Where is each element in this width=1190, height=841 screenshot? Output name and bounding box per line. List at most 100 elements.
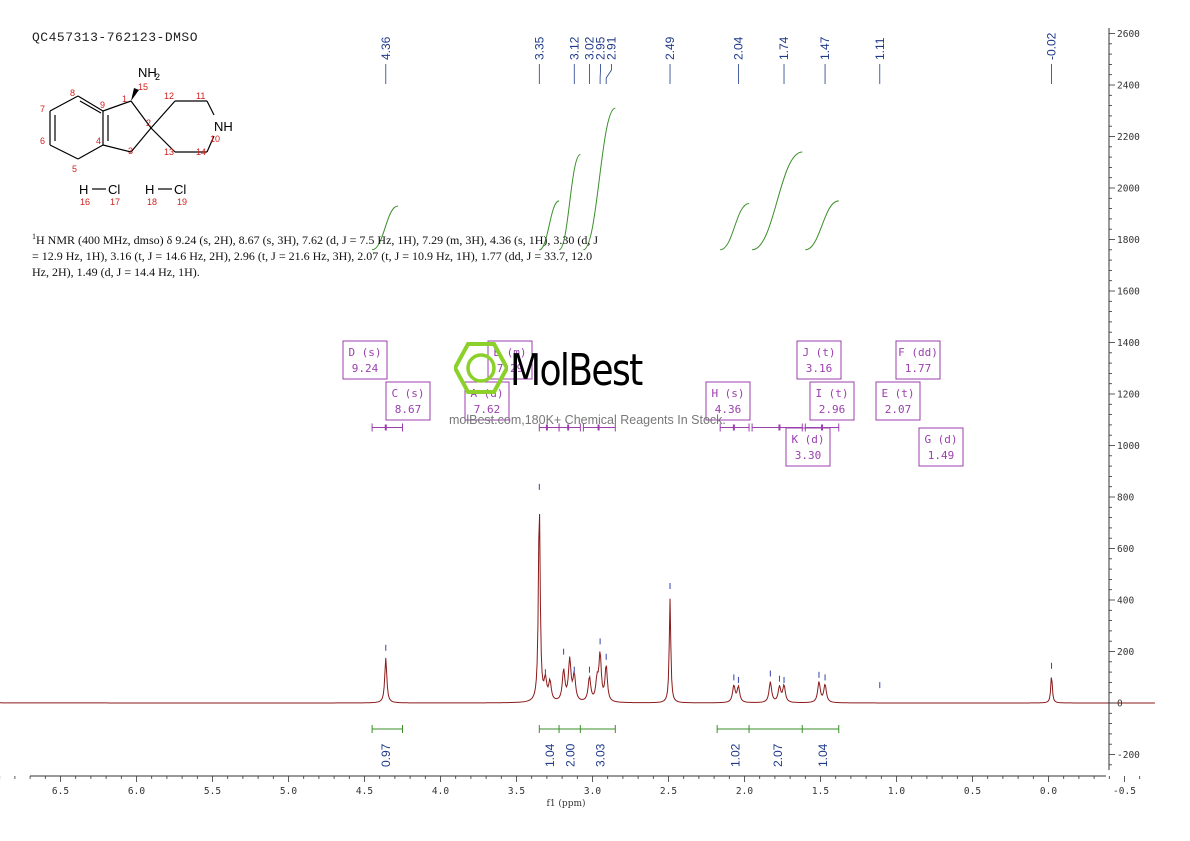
atom-number: 17 <box>110 197 120 207</box>
multiplet-box <box>464 381 510 421</box>
x-tick-label: 1.5 <box>812 786 829 797</box>
multiplet-shift: 1.77 <box>905 362 932 375</box>
multiplet-D: D (s) 9.24 <box>342 340 388 380</box>
multiplet-shift: 2.96 <box>819 403 846 416</box>
atom-number: 3 <box>128 146 133 156</box>
peak-label-text: 4.36 <box>379 36 393 60</box>
integral-curve <box>539 200 560 251</box>
multiplet-G: G (d) 1.49 <box>804 423 964 467</box>
multiplet-shift: 1.49 <box>928 449 955 462</box>
peak-label-text: 3.12 <box>567 36 581 60</box>
hcl-h-label: H <box>79 182 88 197</box>
integral-curve <box>583 107 616 251</box>
multiplet-shift: 2.07 <box>885 403 912 416</box>
y-tick-label: 1000 <box>1117 441 1140 452</box>
multiplet-label: C (s) <box>391 387 424 400</box>
sample-id: QC457313-762123-DMSO <box>32 30 199 45</box>
x-tick-label: 5.0 <box>280 786 297 797</box>
integral-curves <box>371 107 839 251</box>
hcl-cl-label: Cl <box>174 182 186 197</box>
multiplet-label: G (d) <box>924 433 957 446</box>
peak-labels: 9.248.677.637.617.357.337.317.287.267.24… <box>379 32 1059 84</box>
integral-value: 1.02 <box>729 743 743 767</box>
atom-number: 10 <box>210 134 220 144</box>
multiplet-H: H (s) 4.36 <box>371 381 751 432</box>
x-tick-label: 1.0 <box>888 786 905 797</box>
peak-label-text: 2.49 <box>663 36 677 60</box>
multiplet-label: I (t) <box>815 387 848 400</box>
integral-curve <box>720 202 750 251</box>
multiplet-label: J (t) <box>802 346 835 359</box>
multiplet-label: F (dd) <box>898 346 938 359</box>
hcl-h-label: H <box>145 182 154 197</box>
multiplet-label: E (t) <box>881 387 914 400</box>
multiplet-box <box>875 381 921 421</box>
x-tick-label: 6.0 <box>128 786 145 797</box>
bond <box>102 144 132 153</box>
atom-number: 18 <box>147 197 157 207</box>
atom-number: 4 <box>96 136 101 146</box>
bond <box>150 127 176 153</box>
x-tick-label: 6.5 <box>52 786 69 797</box>
bond <box>49 144 79 160</box>
spectrum-trace <box>0 483 1155 704</box>
atom-number: 6 <box>40 136 45 146</box>
atom-number: 8 <box>70 88 75 98</box>
y-tick-label: 1400 <box>1117 338 1140 349</box>
hcl-cl-label: Cl <box>108 182 120 197</box>
y-tick-label: 1600 <box>1117 287 1140 298</box>
y-tick-label: 2000 <box>1117 184 1140 195</box>
atom-number: 16 <box>80 197 90 207</box>
x-tick-label: 2.0 <box>736 786 753 797</box>
multiplet-box <box>705 381 751 421</box>
nmr-description: 1H NMR (400 MHz, dmso) δ 9.24 (s, 2H), 8… <box>32 232 599 279</box>
integral-curve <box>805 200 839 251</box>
multiplet-I: I (t) 2.96 <box>582 381 855 432</box>
peak-label-text: 2.95 <box>594 36 608 60</box>
peak-label-text: 1.74 <box>777 36 791 60</box>
atom-number: 7 <box>40 104 45 114</box>
x-tick-label: -0.5 <box>1113 786 1136 797</box>
peak-label-text: 1.11 <box>873 37 887 60</box>
y-tick-label: 2600 <box>1117 29 1140 40</box>
amine-subscript: 2 <box>155 72 160 82</box>
y-tick-label: 400 <box>1117 596 1134 607</box>
integral-value: 2.07 <box>771 743 785 767</box>
multiplet-shift: 3.30 <box>795 449 822 462</box>
y-tick-label: 2200 <box>1117 132 1140 143</box>
multiplet-box <box>785 427 831 467</box>
x-axis: 13.513.012.512.011.511.010.510.09.59.08.… <box>0 775 1141 809</box>
nh-label: NH <box>214 119 233 134</box>
integral-value: 2.00 <box>564 743 578 767</box>
atom-number: 11 <box>196 91 205 101</box>
multiplet-box <box>918 427 964 467</box>
peak-label-text: 3.35 <box>532 36 546 60</box>
x-tick-label: 4.0 <box>432 786 449 797</box>
wedge-bond <box>131 88 139 101</box>
watermark-brand: MolBest <box>510 345 643 396</box>
spectrum-line <box>0 513 1155 704</box>
bond <box>77 144 104 160</box>
x-tick-label: 0.5 <box>964 786 981 797</box>
multiplet-C: C (s) 8.67 <box>385 381 431 421</box>
atom-number: 9 <box>100 100 105 110</box>
bond <box>206 135 215 153</box>
integration-ranges: 1.983.031.003.080.971.042.003.031.022.07… <box>371 725 840 767</box>
multiplet-box <box>342 340 388 380</box>
atom-number: 13 <box>164 147 174 157</box>
multiplet-shift: 7.62 <box>474 403 501 416</box>
bond <box>49 95 79 112</box>
multiplet-K: K (d) 3.30 <box>538 423 831 467</box>
multiplet-box <box>895 340 941 380</box>
atom-number: 2 <box>146 118 151 128</box>
y-tick-label: 600 <box>1117 544 1134 555</box>
peak-label-text: 1.47 <box>818 36 832 60</box>
multiplet-boxes: D (s)9.24C (s)8.67B (m)7.29A (d)7.62H (s… <box>342 340 964 467</box>
x-tick-label: 3.0 <box>584 786 601 797</box>
bond <box>130 127 152 153</box>
watermark-subtitle: molBest.com,180K+ Chemical Reagents In S… <box>449 413 726 427</box>
x-axis-title: f1 (ppm) <box>547 798 586 809</box>
x-tick-label: 3.5 <box>508 786 525 797</box>
bond <box>130 100 152 129</box>
